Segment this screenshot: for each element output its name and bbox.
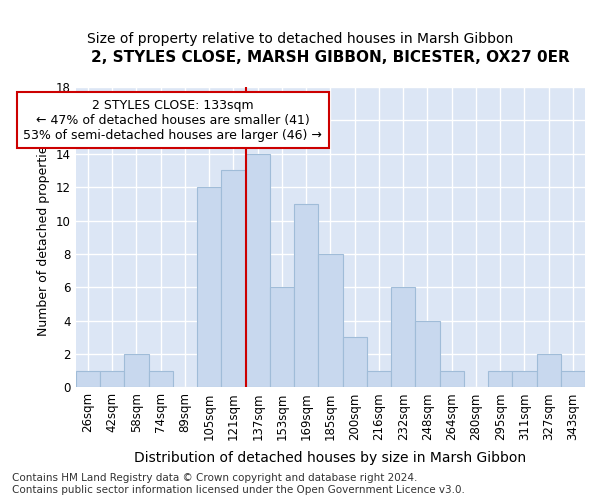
Bar	[221, 170, 245, 388]
Text: Size of property relative to detached houses in Marsh Gibbon: Size of property relative to detached ho…	[87, 32, 513, 46]
Bar	[343, 338, 367, 388]
Bar	[245, 154, 270, 388]
Bar	[270, 288, 294, 388]
Bar	[76, 370, 100, 388]
Bar	[367, 370, 391, 388]
Bar	[197, 187, 221, 388]
Bar	[391, 288, 415, 388]
Bar	[415, 320, 440, 388]
X-axis label: Distribution of detached houses by size in Marsh Gibbon: Distribution of detached houses by size …	[134, 451, 526, 465]
Bar	[512, 370, 536, 388]
Bar	[440, 370, 464, 388]
Y-axis label: Number of detached properties: Number of detached properties	[37, 138, 50, 336]
Text: 2 STYLES CLOSE: 133sqm
← 47% of detached houses are smaller (41)
53% of semi-det: 2 STYLES CLOSE: 133sqm ← 47% of detached…	[23, 98, 322, 142]
Text: Contains HM Land Registry data © Crown copyright and database right 2024.
Contai: Contains HM Land Registry data © Crown c…	[12, 474, 465, 495]
Bar	[294, 204, 319, 388]
Bar	[488, 370, 512, 388]
Bar	[536, 354, 561, 388]
Bar	[100, 370, 124, 388]
Bar	[561, 370, 585, 388]
Bar	[149, 370, 173, 388]
Bar	[124, 354, 149, 388]
Title: 2, STYLES CLOSE, MARSH GIBBON, BICESTER, OX27 0ER: 2, STYLES CLOSE, MARSH GIBBON, BICESTER,…	[91, 50, 570, 65]
Bar	[319, 254, 343, 388]
